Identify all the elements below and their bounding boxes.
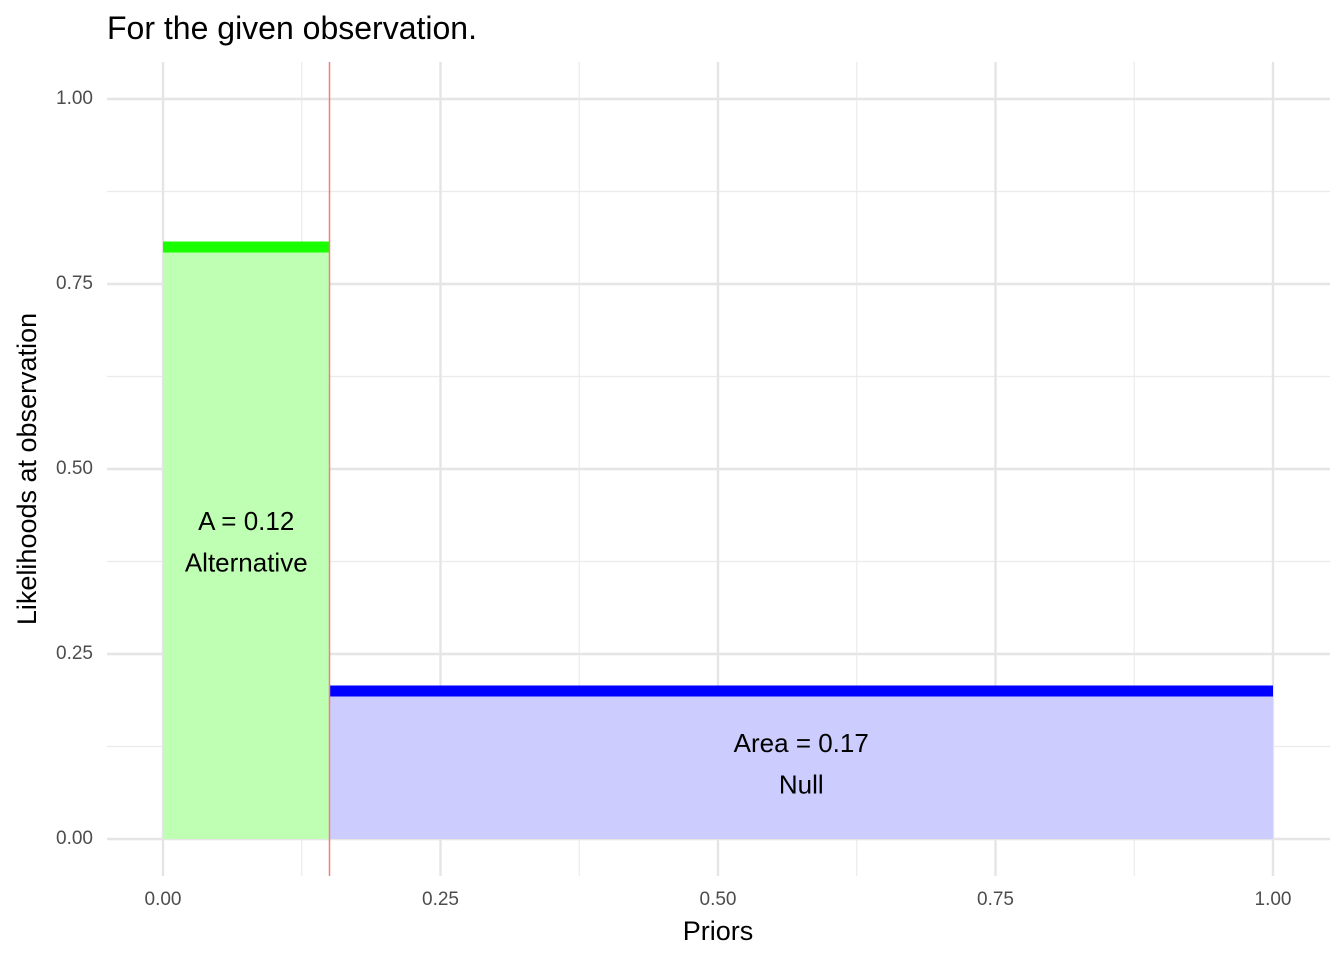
area-alternative xyxy=(163,247,330,839)
annotation-null: Area = 0.17 xyxy=(734,728,869,758)
annotation-null: Null xyxy=(779,769,824,799)
chart-title: For the given observation. xyxy=(107,10,477,46)
y-axis-title: Likelihoods at observation xyxy=(12,313,42,625)
y-tick-label: 0.00 xyxy=(56,828,93,849)
y-tick-labels: 0.00 0.25 0.50 0.75 1.00 xyxy=(56,88,93,849)
y-tick-label: 0.75 xyxy=(56,273,93,294)
x-axis-title: Priors xyxy=(683,916,754,946)
x-tick-labels: 0.00 0.25 0.50 0.75 1.00 xyxy=(145,889,1292,910)
x-tick-label: 0.25 xyxy=(422,889,459,910)
x-tick-label: 0.75 xyxy=(977,889,1014,910)
series-top-lines xyxy=(163,241,1273,697)
x-tick-label: 0.50 xyxy=(700,889,737,910)
y-tick-label: 0.25 xyxy=(56,643,93,664)
x-tick-label: 1.00 xyxy=(1255,889,1292,910)
x-tick-label: 0.00 xyxy=(145,889,182,910)
area-fills xyxy=(163,247,1273,839)
annotation-alternative: A = 0.12 xyxy=(198,506,294,536)
y-tick-label: 0.50 xyxy=(56,458,93,479)
area-null xyxy=(329,691,1273,839)
y-tick-label: 1.00 xyxy=(56,88,93,109)
annotations: A = 0.12 Alternative Area = 0.17 Null xyxy=(185,506,869,799)
annotation-alternative: Alternative xyxy=(185,547,308,577)
